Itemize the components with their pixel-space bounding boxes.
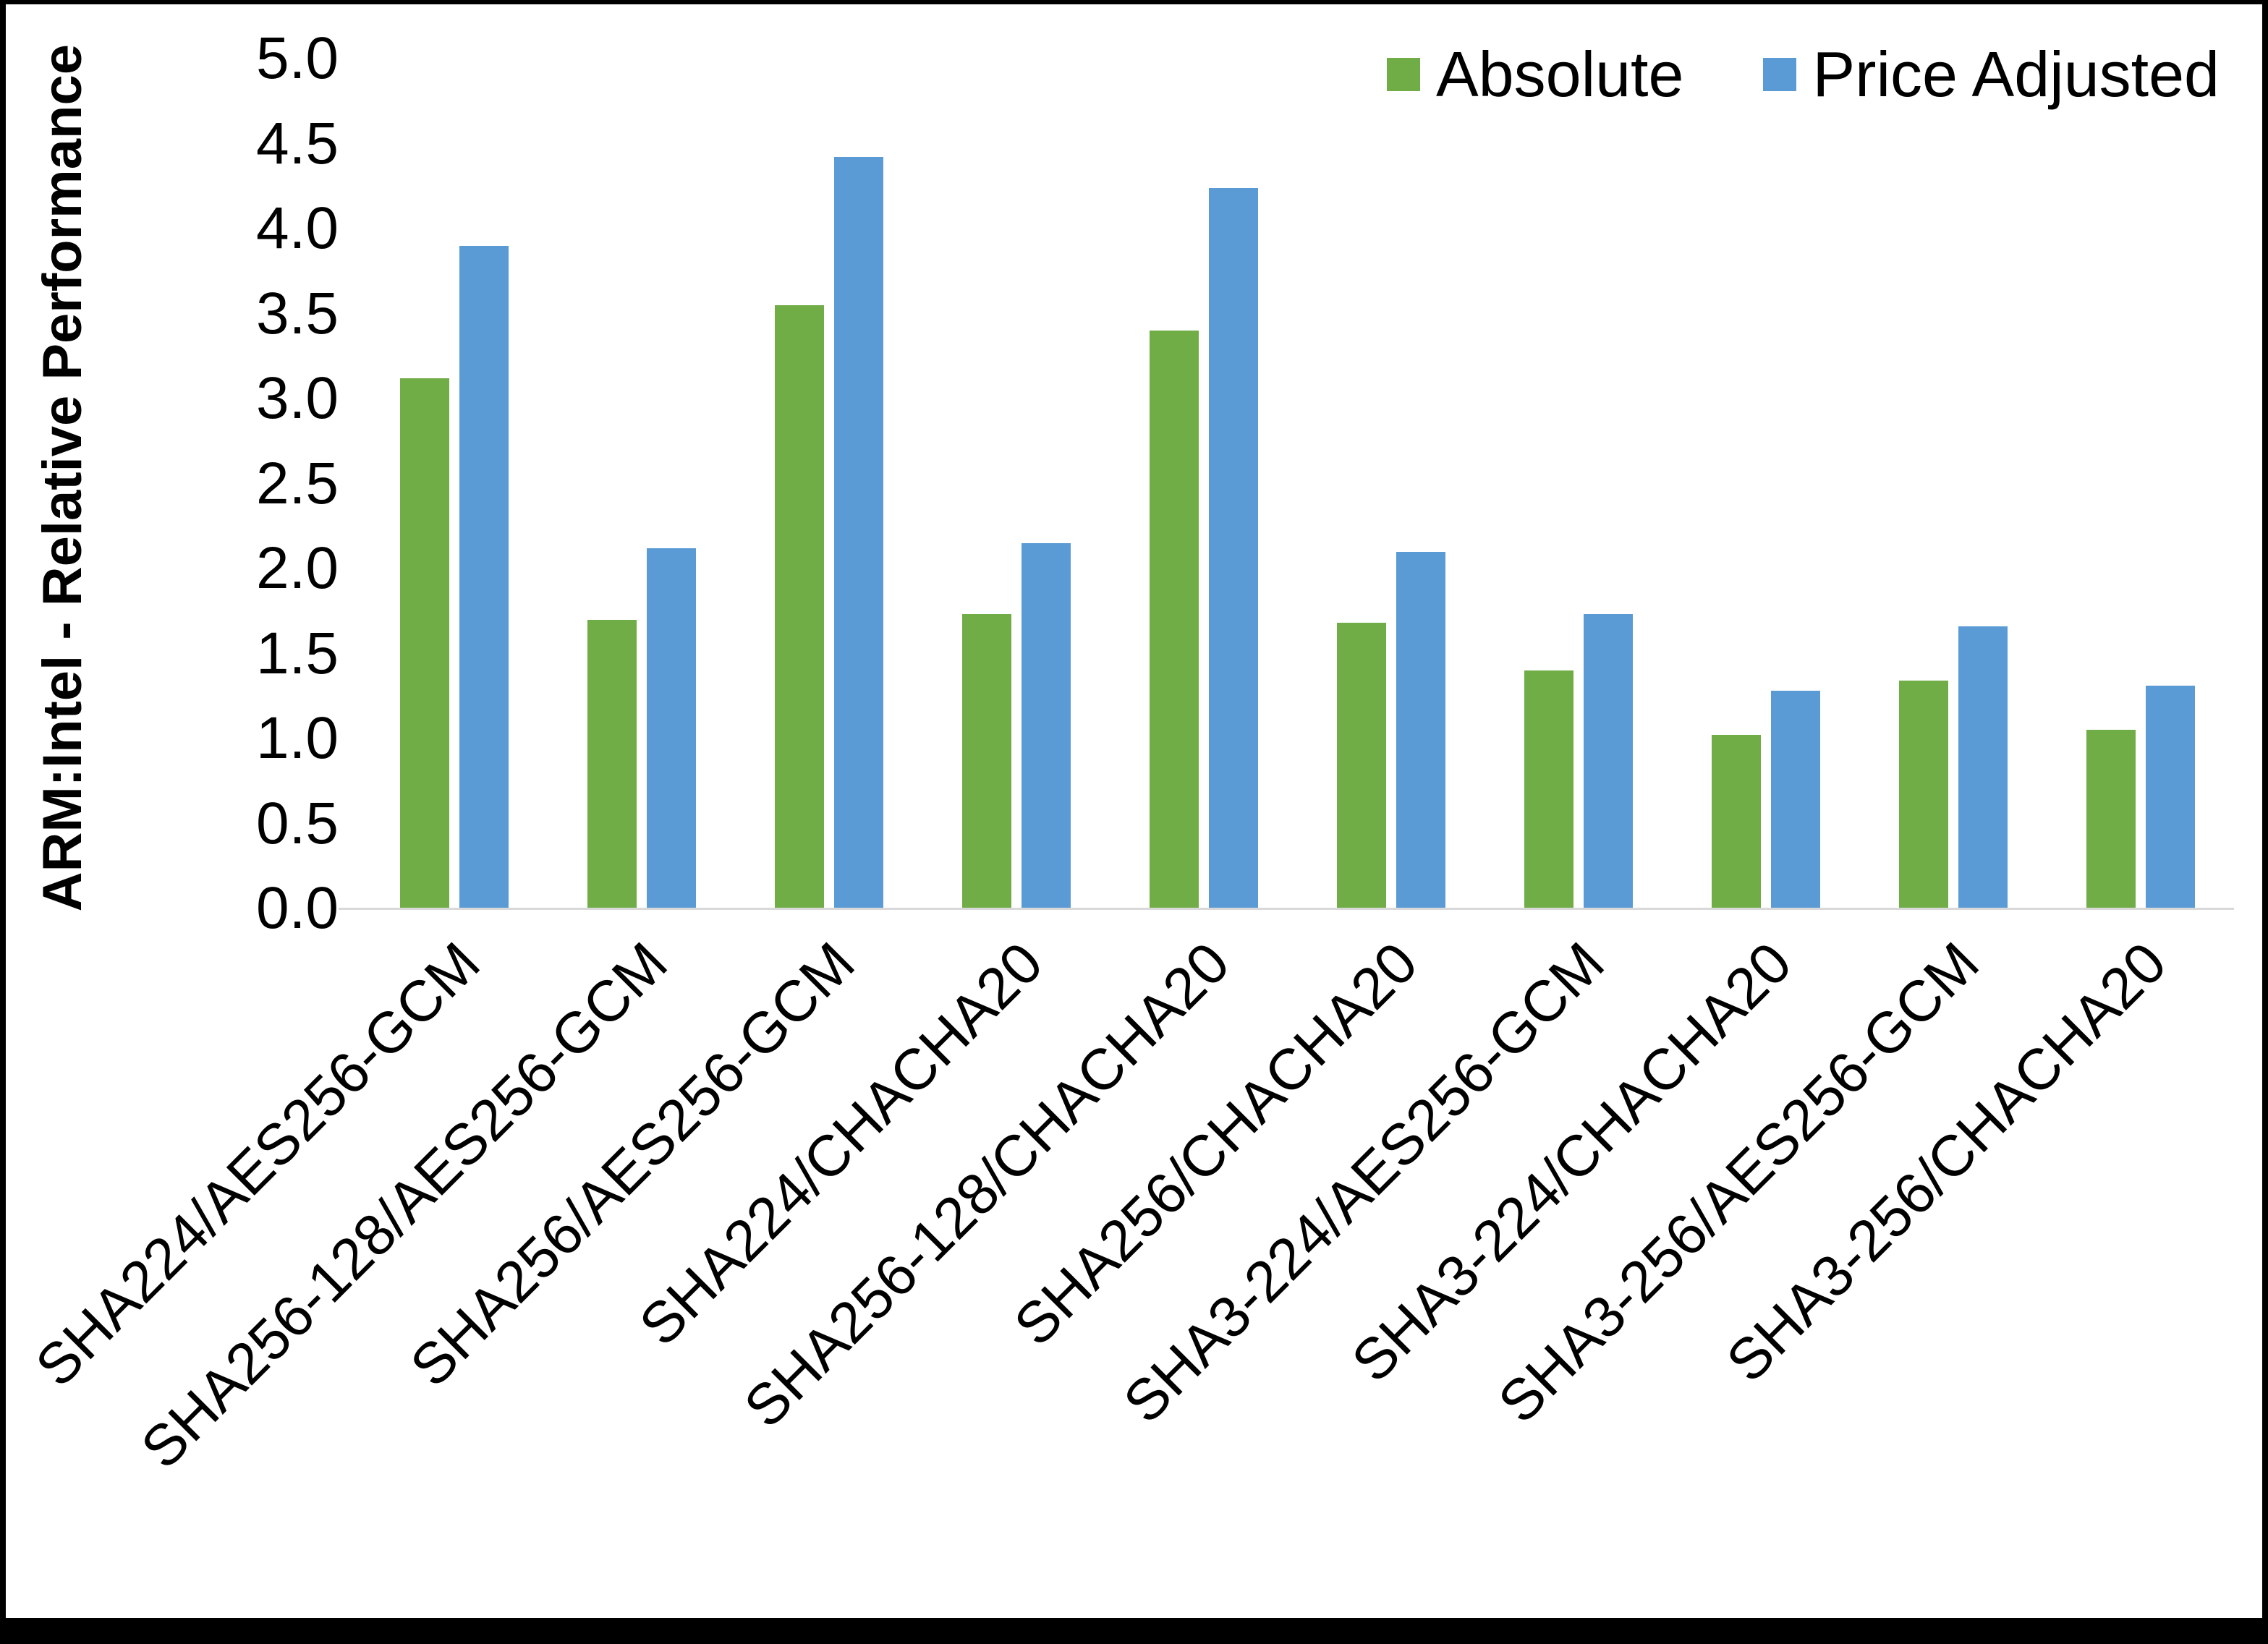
legend-swatch-price-adjusted [1763, 58, 1797, 91]
bar-absolute [1336, 623, 1386, 908]
y-axis-tick-label: 2.5 [256, 450, 339, 516]
bar-absolute [2086, 730, 2136, 908]
y-axis-tick-label: 0.5 [256, 790, 339, 856]
bar-price-adjusted [1958, 626, 2008, 908]
legend-swatch-absolute [1386, 58, 1420, 91]
plot-area: Absolute Price Adjusted [339, 43, 2234, 910]
bar-group [360, 59, 548, 908]
bar-group [1485, 59, 1672, 908]
y-axis-tick-label: 4.5 [256, 110, 339, 176]
bar-price-adjusted [1396, 551, 1445, 908]
x-axis-labels: SHA224/AES256-GCM SHA256-128/AES256-GCM SH… [24, 930, 2234, 1546]
y-axis-tick-labels: 0.0 0.5 1.0 1.5 2.0 2.5 3.0 3.5 4.0 4.5 5.0 [136, 29, 339, 938]
legend: Absolute Price Adjusted [1386, 38, 2220, 110]
y-axis-tick-label: 1.0 [256, 705, 339, 771]
bar-price-adjusted [1021, 542, 1071, 908]
bar-absolute [1711, 735, 1761, 908]
y-axis-title: ARM:Intel - Relative Performance [12, 44, 113, 911]
bar-group [2047, 59, 2234, 908]
y-axis-tick-label: 0.0 [256, 875, 339, 941]
bar-price-adjusted [2145, 686, 2195, 908]
y-axis-tick-label: 1.5 [256, 620, 339, 686]
y-axis-tick-label: 4.0 [256, 195, 339, 261]
y-axis-tick-label: 3.5 [256, 280, 339, 346]
legend-item-absolute: Absolute [1386, 38, 1684, 110]
y-axis-tick-label: 3.0 [256, 365, 339, 431]
bar-groups [360, 59, 2234, 908]
x-axis-line [339, 908, 2234, 910]
bar-group [1672, 59, 1859, 908]
bar-group [1110, 59, 1297, 908]
bar-group [548, 59, 735, 908]
bar-group [922, 59, 1110, 908]
legend-label-price-adjusted: Price Adjusted [1812, 38, 2220, 110]
bar-absolute [961, 614, 1011, 908]
bar-group [1297, 59, 1485, 908]
y-axis-tick-label: 2.0 [256, 535, 339, 601]
bar-price-adjusted [1208, 187, 1258, 908]
legend-label-absolute: Absolute [1435, 38, 1684, 110]
y-axis-tick-label: 5.0 [256, 25, 339, 91]
bar-absolute [587, 619, 637, 908]
legend-item-price-adjusted: Price Adjusted [1763, 43, 2220, 106]
bar-price-adjusted [646, 548, 696, 908]
bar-absolute [1898, 681, 1948, 908]
bar-absolute [399, 378, 449, 908]
bar-group [1859, 59, 2047, 908]
bar-absolute [1149, 331, 1199, 908]
bar-price-adjusted [833, 157, 883, 908]
bar-price-adjusted [459, 245, 509, 908]
bar-absolute [774, 304, 824, 908]
bar-price-adjusted [1770, 691, 1820, 908]
bar-price-adjusted [1583, 614, 1633, 908]
bar-group [735, 59, 922, 908]
y-axis-title-text: ARM:Intel - Relative Performance [31, 44, 93, 912]
bar-absolute [1524, 670, 1573, 908]
